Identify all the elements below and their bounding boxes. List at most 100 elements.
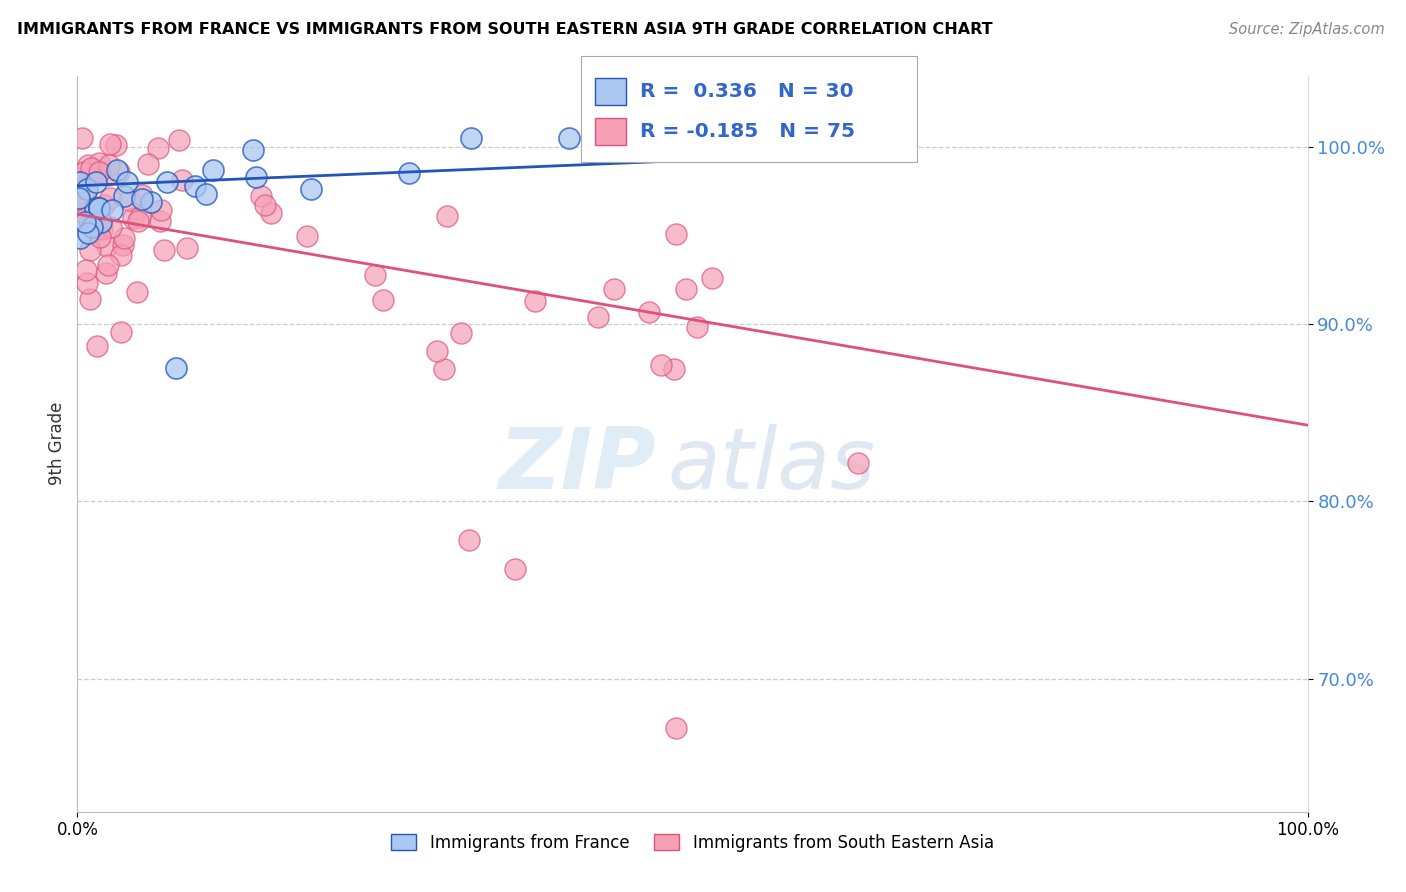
Point — [664, 362, 686, 376]
Point — [131, 188, 153, 202]
Point — [122, 211, 145, 225]
Point — [457, 533, 479, 548]
Point — [588, 310, 610, 325]
Point — [79, 292, 101, 306]
Point — [75, 263, 97, 277]
Point — [558, 131, 581, 145]
Point — [93, 197, 115, 211]
Point — [98, 192, 121, 206]
Point — [650, 359, 672, 373]
Point — [76, 210, 98, 224]
Point — [96, 266, 118, 280]
Point — [149, 214, 172, 228]
Point — [112, 231, 135, 245]
Point — [156, 175, 179, 189]
Point — [87, 156, 110, 170]
Point — [80, 161, 103, 175]
Point — [433, 362, 456, 376]
Point — [664, 227, 686, 241]
Point — [682, 131, 704, 145]
Point — [108, 164, 131, 178]
Point — [260, 205, 283, 219]
Point — [104, 137, 127, 152]
Point — [295, 229, 318, 244]
Point — [848, 456, 870, 470]
Point — [523, 294, 546, 309]
Point — [167, 133, 190, 147]
Point — [110, 325, 132, 339]
Point — [131, 192, 153, 206]
Point — [87, 220, 110, 235]
Point — [67, 176, 90, 190]
Point — [364, 268, 387, 282]
Point — [149, 202, 172, 217]
Point — [67, 190, 90, 204]
Point — [675, 282, 697, 296]
Point — [299, 182, 322, 196]
Point — [118, 193, 141, 207]
Point — [84, 202, 107, 216]
Point — [460, 131, 482, 145]
Point — [111, 238, 134, 252]
Point — [245, 170, 267, 185]
Point — [96, 239, 118, 253]
Point — [146, 141, 169, 155]
Point — [72, 131, 94, 145]
Point — [638, 304, 661, 318]
Legend: Immigrants from France, Immigrants from South Eastern Asia: Immigrants from France, Immigrants from … — [385, 827, 1000, 859]
Text: ZIP: ZIP — [498, 425, 655, 508]
Point — [110, 248, 132, 262]
Point — [195, 186, 218, 201]
Point — [436, 209, 458, 223]
Point — [86, 339, 108, 353]
Point — [69, 175, 91, 189]
Point — [75, 186, 97, 201]
Point — [98, 136, 121, 151]
Point — [87, 201, 110, 215]
Point — [665, 722, 688, 736]
Point — [603, 282, 626, 296]
Point — [127, 214, 149, 228]
Point — [125, 285, 148, 299]
Point — [250, 189, 273, 203]
Point — [686, 319, 709, 334]
Point — [176, 241, 198, 255]
Point — [101, 203, 124, 218]
Point — [79, 243, 101, 257]
Point — [153, 243, 176, 257]
Point — [79, 213, 101, 227]
Point — [98, 159, 121, 173]
Point — [76, 276, 98, 290]
Y-axis label: 9th Grade: 9th Grade — [48, 402, 66, 485]
Point — [138, 156, 160, 170]
Point — [117, 175, 139, 189]
Point — [67, 193, 90, 207]
Point — [76, 182, 98, 196]
Point — [112, 188, 135, 202]
Text: IMMIGRANTS FROM FRANCE VS IMMIGRANTS FROM SOUTH EASTERN ASIA 9TH GRADE CORRELATI: IMMIGRANTS FROM FRANCE VS IMMIGRANTS FRO… — [17, 22, 993, 37]
Point — [128, 211, 150, 225]
Point — [201, 163, 224, 178]
Point — [450, 326, 472, 341]
Point — [183, 179, 205, 194]
Text: R =  0.336   N = 30: R = 0.336 N = 30 — [640, 82, 853, 102]
Point — [254, 198, 277, 212]
Text: atlas: atlas — [668, 425, 876, 508]
Point — [72, 164, 94, 178]
Point — [84, 175, 107, 189]
Point — [373, 293, 395, 307]
Point — [426, 344, 449, 359]
Point — [73, 215, 96, 229]
Point — [87, 201, 110, 215]
Point — [89, 164, 111, 178]
Point — [503, 562, 526, 576]
Point — [700, 271, 723, 285]
Point — [84, 215, 107, 229]
Point — [76, 227, 98, 241]
Point — [91, 221, 114, 235]
Point — [90, 215, 112, 229]
Point — [141, 195, 163, 210]
Point — [242, 143, 264, 157]
Point — [170, 172, 193, 186]
Point — [67, 191, 90, 205]
